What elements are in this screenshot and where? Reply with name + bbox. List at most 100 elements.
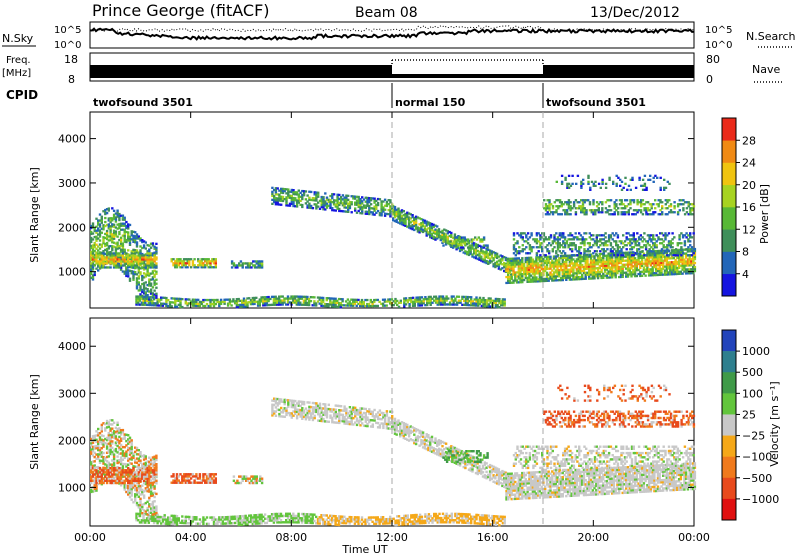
- heatmap-cell: [332, 303, 335, 306]
- heatmap-cell: [587, 182, 590, 185]
- heatmap-cell: [371, 207, 374, 210]
- heatmap-cell: [608, 176, 611, 179]
- heatmap-cell: [413, 222, 416, 226]
- freq-tick-bottom: 8: [68, 73, 75, 86]
- heatmap-cell: [441, 241, 444, 244]
- heatmap-cell: [212, 266, 216, 269]
- heatmap-cell: [669, 203, 673, 206]
- heatmap-cell: [609, 209, 613, 212]
- heatmap-cell: [287, 192, 290, 195]
- heatmap-cell: [359, 300, 362, 304]
- heatmap-cell: [251, 296, 254, 300]
- heatmap-cell: [234, 300, 237, 303]
- heatmap-cell: [445, 297, 448, 300]
- heatmap-cell: [127, 260, 130, 263]
- heatmap-cell: [612, 180, 615, 183]
- heatmap-cell: [406, 215, 409, 218]
- heatmap-cell: [418, 296, 422, 299]
- heatmap-cell: [528, 244, 532, 247]
- heatmap-cell: [345, 198, 348, 201]
- heatmap-cell: [132, 276, 135, 279]
- heatmap-cell: [389, 211, 392, 214]
- heatmap-cell: [111, 237, 114, 240]
- heatmap-cell: [302, 299, 306, 302]
- heatmap-cell: [286, 297, 290, 300]
- heatmap-cell: [234, 302, 237, 305]
- heatmap-cell: [158, 520, 161, 523]
- heatmap-cell: [501, 300, 505, 303]
- heatmap-cell: [639, 211, 643, 214]
- heatmap-cell: [121, 218, 125, 221]
- heatmap-cell: [423, 229, 427, 232]
- heatmap-cell: [97, 254, 100, 257]
- heatmap-cell: [306, 194, 309, 197]
- heatmap-cell: [121, 244, 125, 247]
- heatmap-cell: [477, 236, 480, 239]
- heatmap-cell: [346, 298, 350, 301]
- heatmap-cell: [597, 207, 600, 210]
- heatmap-cell: [565, 260, 568, 263]
- heatmap-cell: [135, 285, 139, 288]
- heatmap-cell: [144, 281, 147, 284]
- heatmap-cell: [148, 278, 151, 281]
- heatmap-cell: [285, 303, 288, 306]
- heatmap-cell: [436, 231, 439, 234]
- heatmap-cell: [137, 303, 140, 306]
- heatmap-cell: [134, 231, 137, 234]
- heatmap-cell: [281, 197, 285, 201]
- heatmap-cell: [424, 296, 427, 299]
- heatmap-cell: [572, 201, 576, 204]
- heatmap-cell: [148, 280, 151, 283]
- heatmap-cell: [202, 264, 205, 267]
- heatmap-cell: [116, 213, 119, 216]
- heatmap-cell: [295, 201, 299, 204]
- heatmap-cell: [125, 268, 128, 272]
- heatmap-cell: [125, 220, 128, 224]
- heatmap-cell: [318, 522, 321, 525]
- heatmap-cell: [112, 229, 116, 232]
- heatmap-cell: [172, 264, 175, 267]
- heatmap-cell: [139, 285, 142, 288]
- heatmap-cell: [632, 246, 635, 249]
- heatmap-cell: [161, 296, 165, 299]
- heatmap-cell: [353, 298, 357, 301]
- heatmap-cell: [410, 300, 413, 304]
- heatmap-cell: [339, 298, 343, 301]
- heatmap-cell: [485, 299, 489, 302]
- heatmap-cell: [380, 214, 383, 217]
- heatmap-cell: [295, 203, 299, 206]
- heatmap-cell: [676, 205, 680, 208]
- heatmap-cell: [149, 258, 153, 261]
- heatmap-cell: [556, 248, 560, 251]
- heatmap-cell: [95, 247, 98, 250]
- heatmap-cell: [558, 250, 561, 253]
- heatmap-cell: [288, 204, 292, 207]
- heatmap-cell: [111, 249, 114, 252]
- heatmap-cell: [151, 272, 155, 275]
- heatmap-cell: [671, 242, 674, 245]
- heatmap-cell: [149, 282, 153, 285]
- heatmap-cell: [245, 262, 248, 265]
- heatmap-cell: [209, 262, 212, 265]
- heatmap-cell: [191, 262, 195, 265]
- heatmap-cell: [276, 187, 279, 190]
- heatmap-cell: [562, 232, 565, 235]
- heatmap-cell: [153, 283, 156, 286]
- heatmap-cell: [467, 238, 470, 241]
- heatmap-cell: [137, 252, 140, 255]
- heatmap-cell: [492, 259, 495, 262]
- heatmap-cell: [324, 192, 327, 195]
- heatmap-cell: [313, 191, 316, 194]
- heatmap-cell: [91, 278, 95, 281]
- heatmap-cell: [293, 297, 297, 300]
- heatmap-cell: [144, 241, 147, 244]
- heatmap-cell: [452, 303, 455, 306]
- heatmap-cell: [620, 199, 623, 202]
- heatmap-cell: [188, 264, 191, 267]
- heatmap-cell: [320, 298, 323, 301]
- heatmap-cell: [142, 246, 146, 249]
- heatmap-cell: [643, 203, 646, 206]
- heatmap-cell: [350, 203, 353, 206]
- heatmap-cell: [676, 213, 680, 216]
- heatmap-cell: [389, 215, 392, 218]
